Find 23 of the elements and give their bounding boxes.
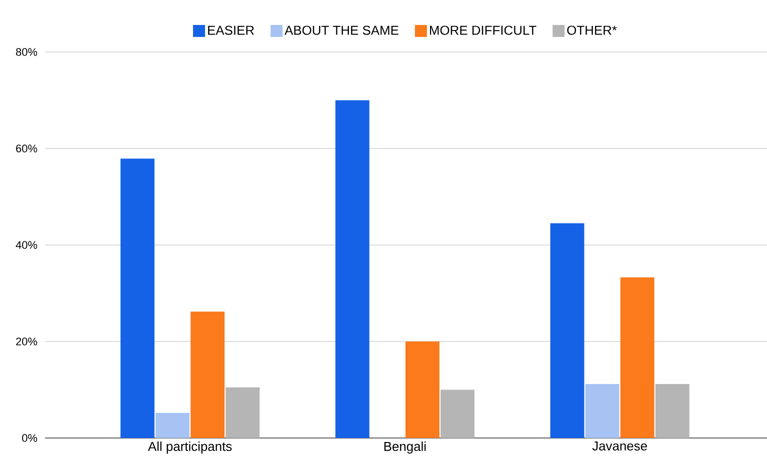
legend-label: MORE DIFFICULT: [430, 26, 536, 35]
bar: [550, 223, 584, 438]
legend-label: ABOUT THE SAME: [284, 26, 398, 35]
legend-label: EASIER: [208, 26, 254, 35]
y-tick-label: 60%: [16, 144, 38, 152]
y-tick-label: 80%: [16, 48, 38, 56]
x-tick-label: All participants: [148, 442, 232, 454]
bar: [620, 277, 654, 438]
bar: [440, 390, 474, 438]
y-tick-label: 20%: [16, 338, 38, 346]
y-tick-label: 40%: [16, 241, 38, 249]
x-tick-label: Bengali: [384, 442, 426, 454]
bar: [655, 384, 690, 438]
bar: [585, 384, 620, 438]
bar: [190, 312, 225, 438]
x-tick-label: Javanese: [592, 442, 647, 451]
bar: [156, 412, 190, 438]
legend-label: OTHER*: [567, 26, 617, 35]
y-tick-label: 0%: [22, 434, 38, 442]
bar: [226, 387, 260, 438]
bar: [120, 158, 154, 438]
bar: [405, 341, 440, 438]
bar: [335, 100, 370, 438]
